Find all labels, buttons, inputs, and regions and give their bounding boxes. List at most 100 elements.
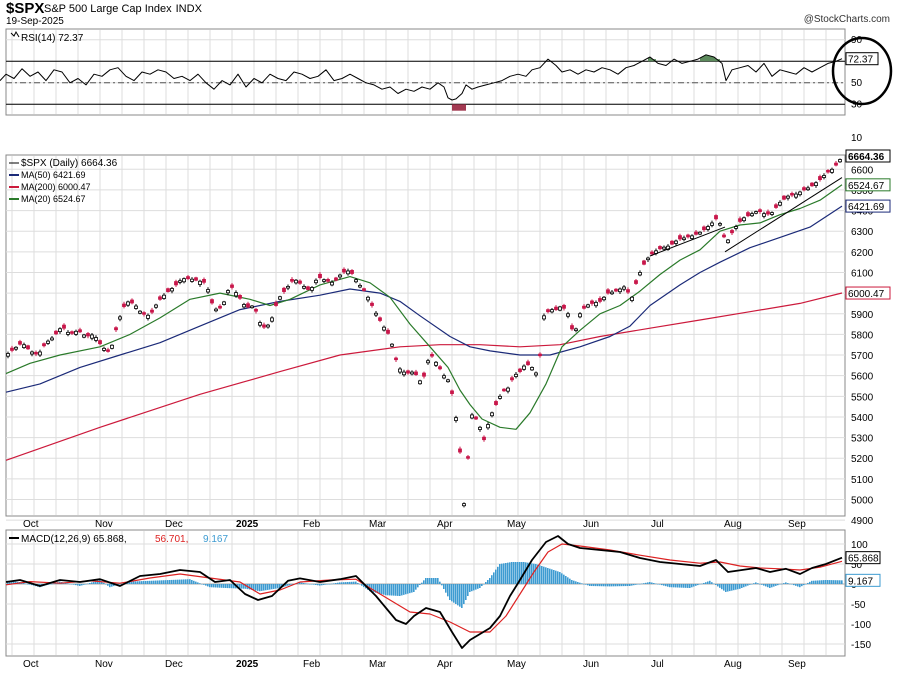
macd-histogram-bar (265, 584, 267, 591)
macd-histogram-bar (69, 583, 71, 585)
candle-body (710, 222, 714, 226)
candle-body (406, 370, 410, 374)
macd-histogram-bar (613, 584, 615, 587)
rsi-tick-label: 50 (851, 78, 863, 89)
macd-histogram-bar (565, 576, 567, 584)
candle-body (130, 299, 134, 304)
candle-body (650, 251, 654, 255)
price-month-label: Jun (583, 519, 599, 530)
macd-histogram-bar (403, 584, 405, 595)
candle-body (210, 299, 214, 304)
macd-histogram-bar (771, 584, 773, 588)
macd-histogram-bar (741, 584, 743, 588)
macd-histogram-bar (373, 584, 375, 593)
macd-histogram-bar (269, 584, 271, 590)
candle-body (694, 231, 698, 235)
macd-histogram-bar (261, 584, 263, 591)
macd-histogram-bar (223, 584, 225, 588)
macd-histogram-bar (329, 584, 331, 585)
candle-body (106, 349, 110, 352)
candle-body (510, 377, 514, 381)
macd-histogram-bar (685, 584, 687, 588)
candle-body (674, 240, 678, 244)
macd-histogram-bar (507, 562, 509, 584)
macd-histogram-bar (549, 568, 551, 584)
macd-histogram-bar (749, 584, 751, 585)
macd-histogram-bar (505, 563, 507, 584)
macd-histogram-bar (587, 584, 589, 586)
candle-body (250, 305, 254, 309)
price-tick-label: 6100 (851, 268, 874, 279)
candle-body (590, 300, 594, 304)
candle-body (258, 322, 262, 326)
macd-histogram-bar (13, 581, 15, 584)
ma200-line (5, 292, 843, 461)
macd-histogram-bar (15, 581, 17, 584)
price-month-label: Dec (165, 519, 183, 530)
candle-body (334, 277, 338, 281)
macd-histogram-bar (319, 584, 321, 586)
candle-body (682, 237, 686, 240)
highlight-circle (831, 36, 893, 106)
macd-histogram-bar (611, 584, 613, 587)
trend-line (649, 226, 726, 257)
candle-body (506, 387, 510, 392)
macd-histogram-bar (657, 584, 659, 585)
macd-histogram-bar (171, 579, 173, 584)
macd-histogram-bar (273, 584, 275, 589)
macd-histogram-bar (695, 584, 697, 586)
macd-histogram-bar (675, 584, 677, 588)
macd-histogram-bar (511, 562, 513, 584)
macd-histogram-bar (699, 584, 701, 585)
macd-histogram-bar (305, 583, 307, 584)
macd-histogram-bar (731, 584, 733, 591)
macd-histogram-bar (833, 580, 835, 584)
candle-body (186, 276, 190, 280)
macd-histogram-bar (135, 581, 137, 584)
macd-histogram-bar (359, 584, 361, 585)
macd-histogram-bar (599, 584, 601, 587)
macd-histogram-bar (205, 584, 207, 586)
macd-histogram-bar (303, 583, 305, 584)
price-last-value-box (845, 286, 891, 300)
macd-histogram-bar (385, 584, 387, 596)
candle-body (762, 213, 766, 217)
price-legend-label: MA(50) 6421.69 (21, 170, 86, 180)
candle-body (126, 301, 130, 306)
macd-histogram-bar (487, 580, 489, 584)
candle-body (266, 324, 270, 328)
macd-histogram-bar (111, 584, 113, 587)
macd-histogram-bar (417, 584, 419, 588)
macd-month-label: May (507, 659, 526, 670)
macd-histogram-bar (427, 578, 429, 584)
macd-histogram-bar (493, 572, 495, 584)
macd-histogram-bar (81, 584, 83, 586)
price-last-value-box (845, 149, 891, 163)
candle-body (790, 193, 794, 196)
rsi-legend-icon (10, 30, 20, 38)
macd-histogram-bar (819, 580, 821, 584)
macd-histogram-bar (323, 584, 325, 585)
macd-histogram-bar (415, 584, 417, 590)
macd-histogram-bar (87, 583, 89, 585)
candle-body (462, 503, 466, 507)
macd-histogram-bar (777, 584, 779, 586)
price-tick-label: 5500 (851, 392, 874, 403)
candle-body (206, 289, 210, 293)
candle-body (194, 277, 198, 281)
macd-histogram-bar (631, 584, 633, 586)
macd-histogram-bar (383, 584, 385, 595)
macd-histogram-bar (85, 584, 87, 585)
candle-body (806, 187, 810, 191)
rsi-line (0, 54, 843, 101)
candle-body (138, 310, 142, 314)
rsi-oversold-fill (452, 104, 466, 111)
price-panel-frame (5, 154, 846, 517)
candle-body (742, 217, 746, 222)
candle-body (434, 361, 438, 366)
macd-histogram-bar (231, 584, 233, 589)
chart-date: 19-Sep-2025 (6, 16, 64, 27)
macd-histogram-bar (139, 581, 141, 584)
candle-body (242, 304, 246, 308)
candle-body (18, 341, 22, 345)
